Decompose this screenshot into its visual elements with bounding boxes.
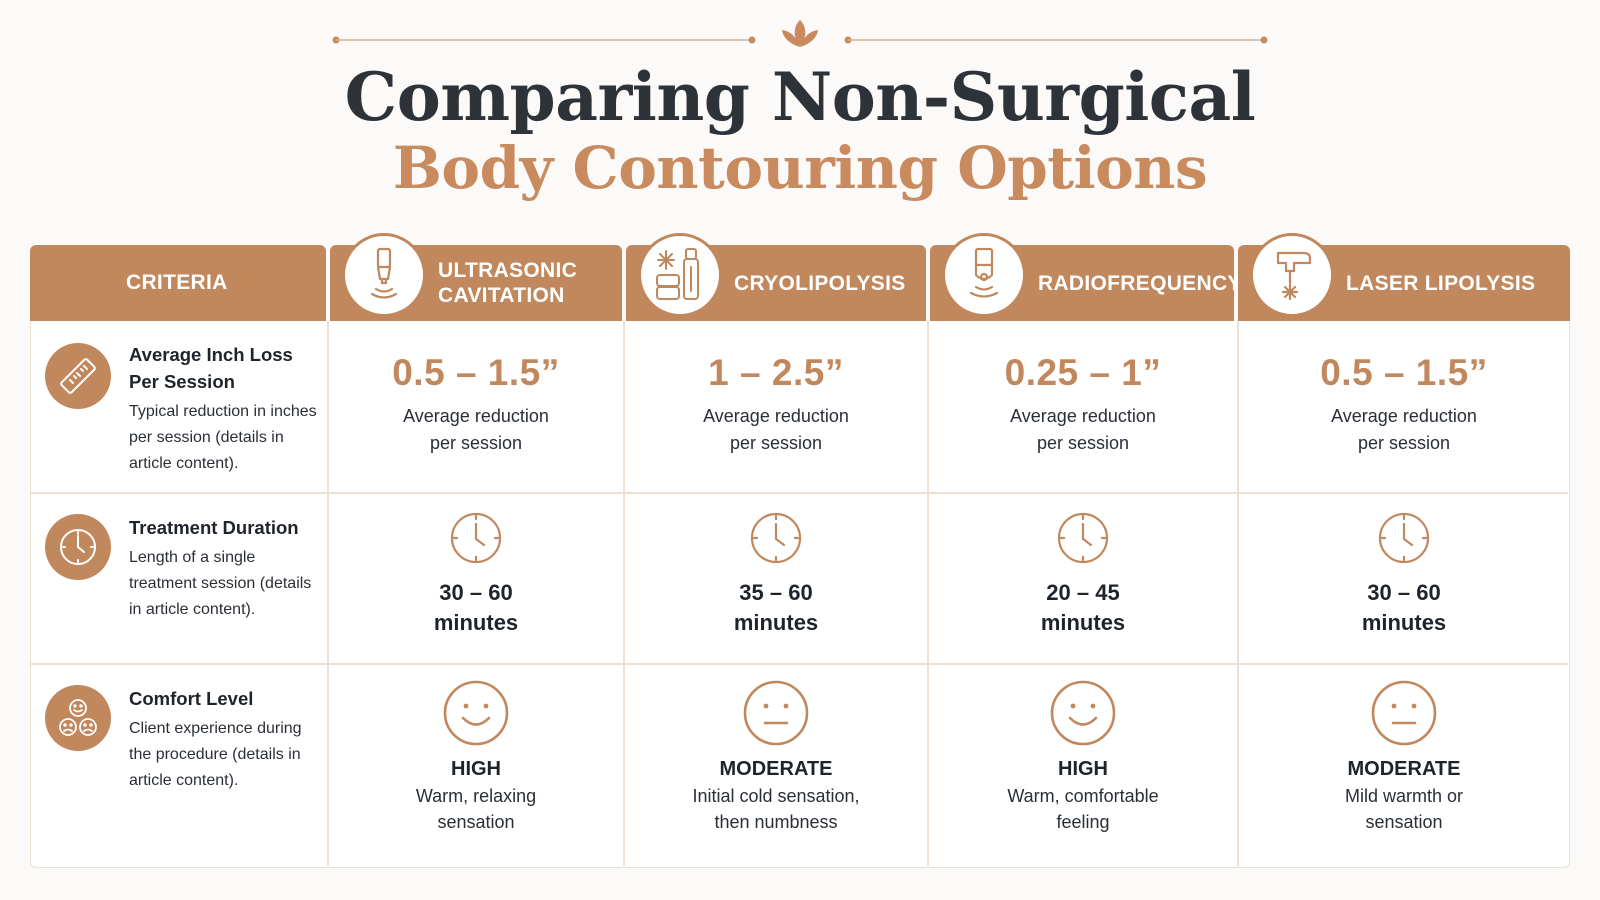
lotus-icon bbox=[782, 20, 818, 47]
duration-cell: 20 – 45 minutes bbox=[929, 510, 1237, 638]
neutral-face-icon bbox=[743, 680, 809, 746]
duration-range: 35 – 60 bbox=[739, 580, 813, 605]
comfort-level: MODERATE bbox=[719, 758, 833, 780]
duration-range: 20 – 45 bbox=[1046, 580, 1120, 605]
duration-cell: 30 – 60 minutes bbox=[1239, 510, 1569, 638]
cryo-applicator-icon bbox=[638, 233, 722, 317]
duration-range: 30 – 60 bbox=[439, 580, 513, 605]
inch-loss-value: 0.25 – 1” bbox=[1004, 352, 1162, 393]
inch-loss-caption: per session bbox=[1357, 433, 1451, 453]
inch-loss-cell: 0.5 – 1.5” Average reduction per session bbox=[1239, 351, 1569, 457]
inch-loss-value: 1 – 2.5” bbox=[708, 352, 844, 393]
criteria-description: Typical reduction in inches per session … bbox=[129, 403, 317, 472]
comfort-level: MODERATE bbox=[1347, 758, 1461, 780]
inch-loss-value: 0.5 – 1.5” bbox=[1320, 352, 1488, 393]
header-method-label: RADIOFREQUENCY bbox=[1038, 271, 1242, 295]
criteria-description: Client experience during the procedure (… bbox=[129, 720, 302, 789]
smile-face-icon bbox=[1050, 680, 1116, 746]
comfort-description: Warm, comfortable bbox=[1007, 786, 1159, 806]
clock-icon bbox=[1057, 512, 1109, 564]
duration-cell: 35 – 60 minutes bbox=[625, 510, 927, 638]
clock-icon bbox=[750, 512, 802, 564]
neutral-face-icon bbox=[1371, 680, 1437, 746]
comfort-description: Initial cold sensation, bbox=[692, 786, 860, 806]
header-criteria-label: CRITERIA bbox=[126, 271, 228, 294]
header-criteria: CRITERIA bbox=[30, 245, 326, 321]
comfort-cell: HIGH Warm, comfortable feeling bbox=[929, 679, 1237, 835]
comfort-level: HIGH bbox=[451, 758, 501, 780]
inch-loss-value: 0.5 – 1.5” bbox=[392, 352, 560, 393]
comfort-cell: MODERATE Mild warmth or sensation bbox=[1239, 679, 1569, 835]
duration-unit: minutes bbox=[433, 610, 519, 635]
inch-loss-caption: per session bbox=[729, 433, 823, 453]
criteria-title: Treatment Duration bbox=[129, 517, 299, 538]
smile-face-icon bbox=[443, 680, 509, 746]
clock-icon bbox=[450, 512, 502, 564]
inch-loss-cell: 0.5 – 1.5” Average reduction per session bbox=[329, 351, 623, 457]
comfort-description: Mild warmth or bbox=[1344, 786, 1464, 806]
ruler-icon bbox=[45, 343, 111, 409]
clock-icon bbox=[1378, 512, 1430, 564]
header-radiofrequency: RADIOFREQUENCY bbox=[930, 233, 1241, 321]
page-title: Comparing Non-Surgical bbox=[344, 58, 1256, 136]
inch-loss-caption: per session bbox=[1036, 433, 1130, 453]
criteria-title: Average Inch Loss Per Session bbox=[129, 344, 293, 392]
duration-unit: minutes bbox=[733, 610, 819, 635]
header-cryolipolysis: CRYOLIPOLYSIS bbox=[626, 233, 926, 321]
leaf-ornament-divider bbox=[332, 20, 1268, 47]
inch-loss-caption: Average reduction bbox=[1331, 406, 1477, 426]
comfort-description: sensation bbox=[437, 812, 515, 832]
header-method-label: LASER LIPOLYSIS bbox=[1346, 271, 1536, 295]
page-subtitle: Body Contouring Options bbox=[392, 134, 1208, 202]
clock-icon bbox=[45, 514, 111, 580]
table-body: Average Inch Loss Per Session Typical re… bbox=[30, 321, 1570, 868]
inch-loss-cell: 1 – 2.5” Average reduction per session bbox=[625, 351, 927, 457]
inch-loss-cell: 0.25 – 1” Average reduction per session bbox=[929, 351, 1237, 457]
laser-device-icon bbox=[1250, 233, 1334, 317]
ultrasound-probe-icon bbox=[342, 233, 426, 317]
comfort-cell: HIGH Warm, relaxing sensation bbox=[329, 679, 623, 835]
comfort-level: HIGH bbox=[1058, 758, 1108, 780]
criteria-title: Comfort Level bbox=[129, 688, 254, 709]
inch-loss-caption: Average reduction bbox=[403, 406, 549, 426]
comfort-description: feeling bbox=[1056, 812, 1110, 832]
table-header: CRITERIA ULTRASONIC CAVITATION bbox=[30, 233, 1570, 321]
header-laser-lipolysis: LASER LIPOLYSIS bbox=[1238, 233, 1570, 321]
rf-probe-icon bbox=[942, 233, 1026, 317]
inch-loss-caption: per session bbox=[429, 433, 523, 453]
inch-loss-caption: Average reduction bbox=[703, 406, 849, 426]
duration-range: 30 – 60 bbox=[1367, 580, 1441, 605]
criteria-row-inch-loss: Average Inch Loss Per Session Typical re… bbox=[31, 321, 329, 492]
duration-unit: minutes bbox=[1040, 610, 1126, 635]
faces-icon bbox=[45, 685, 111, 751]
comfort-description: then numbness bbox=[714, 812, 838, 832]
comfort-cell: MODERATE Initial cold sensation, then num… bbox=[625, 679, 927, 835]
inch-loss-caption: Average reduction bbox=[1010, 406, 1156, 426]
comparison-table: CRITERIA ULTRASONIC CAVITATION bbox=[30, 233, 1570, 868]
criteria-row-comfort: Comfort Level Client experience during t… bbox=[31, 663, 329, 866]
header-ultrasonic-cavitation: ULTRASONIC CAVITATION bbox=[330, 233, 622, 321]
comfort-description: Warm, relaxing bbox=[415, 786, 537, 806]
duration-cell: 30 – 60 minutes bbox=[329, 510, 623, 638]
comfort-description: sensation bbox=[1365, 812, 1443, 832]
criteria-row-duration: Treatment Duration Length of a single tr… bbox=[31, 492, 329, 663]
duration-unit: minutes bbox=[1361, 610, 1447, 635]
header-method-label: CRYOLIPOLYSIS bbox=[734, 271, 906, 295]
header-method-label: ULTRASONIC CAVITATION bbox=[438, 259, 578, 307]
criteria-description: Length of a single treatment session (de… bbox=[129, 549, 312, 618]
